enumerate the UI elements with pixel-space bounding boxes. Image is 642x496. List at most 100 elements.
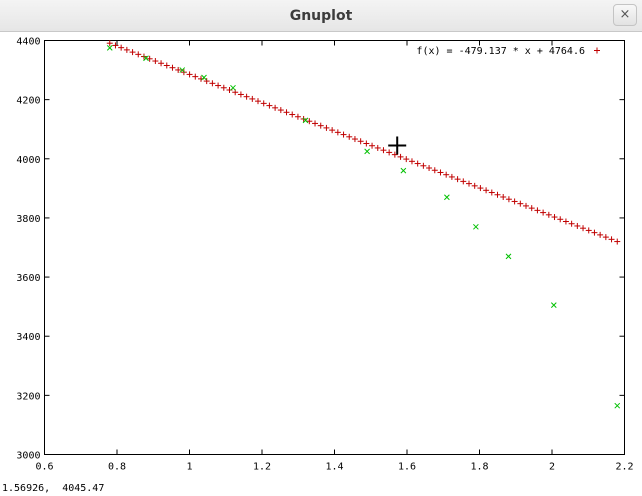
fit-point [460,178,467,185]
fit-point [397,153,404,160]
legend-marker-point [594,47,600,54]
fit-point [215,82,222,89]
fit-point [614,238,621,245]
fit-point [357,138,364,145]
fit-point [255,98,262,105]
fit-point [545,211,552,218]
fit-point [220,84,227,91]
data-point [179,67,186,73]
x-tick-label: 1.6 [398,462,416,473]
fit-point [523,202,530,209]
fit-point [380,147,387,154]
y-tick-label: 3000 [16,451,40,462]
fit-point [163,62,170,69]
y-tick-label: 3800 [16,214,40,225]
fit-point [175,66,182,73]
fit-point [260,100,267,107]
y-tick-label: 4400 [16,37,40,48]
fit-point [169,64,176,71]
y-tick-label: 4200 [16,96,40,107]
fit-point [294,113,301,120]
fit-point [363,140,370,147]
fit-point [608,236,615,243]
fit-point [283,109,290,116]
fit-point [289,111,296,118]
data-point [201,74,207,81]
fit-point [534,207,541,214]
fit-point [426,165,433,172]
x-tick-label: 0.6 [35,462,53,473]
fit-point [574,222,581,229]
fit-point [557,216,564,223]
fit-point [465,180,472,187]
legend-label: f(x) = -479.137 * x + 4764.6 [416,46,585,57]
fit-point [306,118,313,125]
fit-point [454,176,461,183]
data-point [444,194,450,201]
fit-point [540,209,547,216]
data-point [550,302,557,309]
fit-point [511,198,518,205]
fit-point [391,151,398,158]
x-tick-label: 0.8 [108,462,126,473]
data-point [106,45,113,51]
fit-point [226,87,233,94]
x-tick-label: 2.2 [615,462,633,473]
fit-point [158,60,165,67]
data-point [505,253,512,260]
fit-point [317,122,324,129]
data-point [400,167,407,174]
fit-point [312,120,319,127]
fit-point [471,182,478,189]
fit-point [346,133,353,140]
legend-marker-plus-icon [594,47,600,54]
fit-point [500,193,507,200]
fit-point [243,93,250,100]
window-title: Gnuplot [289,8,353,24]
fit-point [203,78,210,85]
fit-point [494,191,501,198]
title-bar[interactable]: Gnuplot × [0,0,642,32]
fit-point [562,218,569,225]
plot-canvas[interactable]: 0.6 0.8 1 1.2 1.4 1.6 1.8 2 2.2 3000 3200 3400 3600 3… [0,32,642,482]
y-tick-label: 4000 [16,155,40,166]
status-coordinates: 1.56926, 4045.47 [2,483,105,494]
fit-point [448,173,455,180]
data-point [364,148,370,155]
fit-point [505,196,512,203]
y-tick-label: 3200 [16,391,40,402]
plot-border [44,40,625,455]
fit-point [408,158,415,165]
tick-labels: 0.6 0.8 1 1.2 1.4 1.6 1.8 2 2.2 3000 3200 3400 3600 3… [16,37,633,473]
fit-point [323,124,330,131]
fit-point [431,167,438,174]
fit-point [369,142,376,149]
fit-point [374,144,381,151]
fit-point [329,127,336,134]
fit-point [118,44,125,51]
data-series [106,45,621,409]
fit-point [237,91,244,98]
data-point [614,402,621,409]
fit-point [443,171,450,178]
data-point [473,223,479,230]
x-tick-label: 1 [186,462,192,473]
fit-point [483,187,490,194]
fit-point [580,225,587,232]
fit-point [146,55,153,62]
x-tick-label: 1.4 [325,462,343,473]
fit-point [123,46,130,53]
fit-point [403,156,410,163]
x-tick-label: 1.8 [470,462,488,473]
fit-point [106,40,113,47]
data-point [143,55,149,62]
y-tick-label: 3400 [16,332,40,343]
close-button[interactable]: × [613,4,637,26]
fit-point [129,49,136,56]
fit-line-series [106,40,621,245]
fit-point [272,104,279,111]
legend: f(x) = -479.137 * x + 4764.6 [416,46,600,57]
fit-point [602,234,609,241]
fit-point [420,162,427,169]
fit-point [340,131,347,138]
